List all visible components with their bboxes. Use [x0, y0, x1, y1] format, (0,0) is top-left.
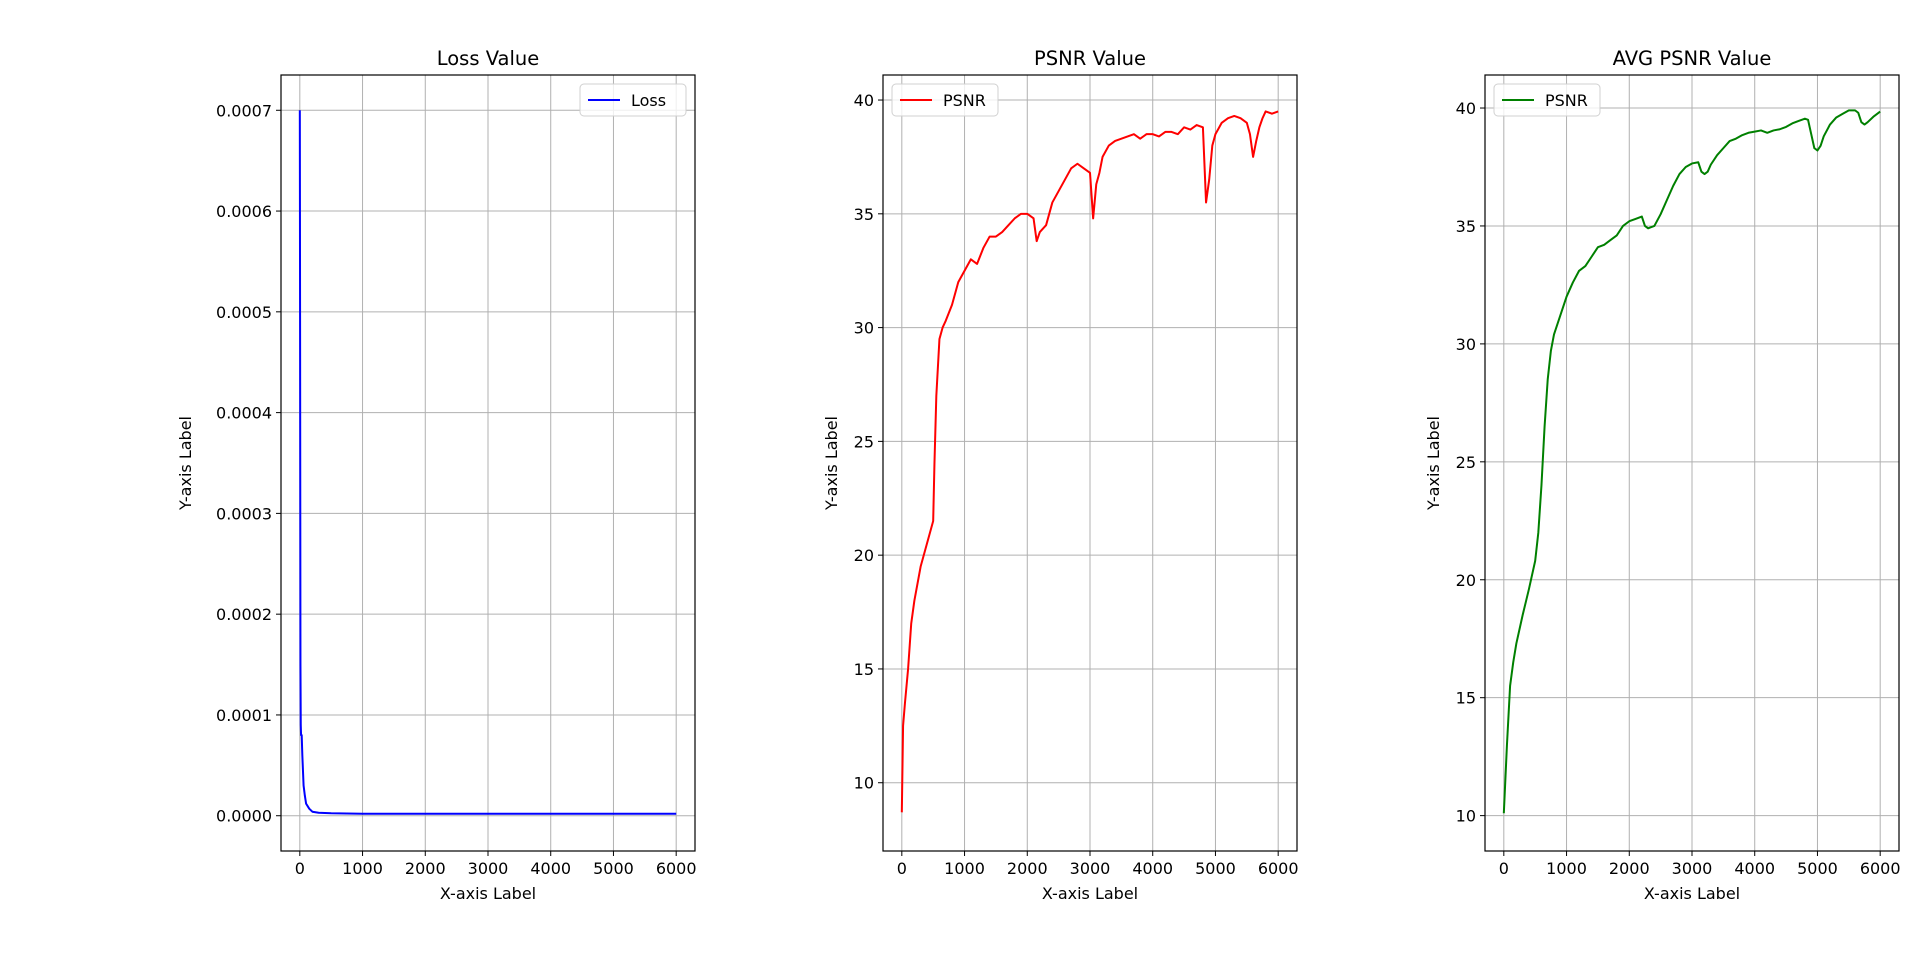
y-axis-label: Y-axis Label	[822, 416, 841, 511]
legend-label: PSNR	[943, 91, 986, 110]
y-tick-label: 25	[854, 432, 874, 451]
legend-box	[579, 83, 687, 117]
legend-label: PSNR	[1545, 91, 1588, 110]
series-line-loss	[298, 110, 677, 815]
y-tick-label: 0.0006	[216, 202, 272, 221]
x-tick-label: 0	[897, 859, 907, 878]
x-tick-label: 1000	[944, 859, 985, 878]
x-tick-label: 3000	[1672, 859, 1713, 878]
x-tick-label: 5000	[1195, 859, 1236, 878]
x-axis-label: X-axis Label	[1042, 884, 1138, 903]
chart-panel-3: 0 1000 2000 3000 4000 5000 6000 10 15 20 25 30 35 40 A…	[1424, 47, 1901, 903]
x-tick-label: 6000	[656, 859, 697, 878]
chart-title: AVG PSNR Value	[1613, 47, 1772, 70]
x-axis-label: X-axis Label	[1644, 884, 1740, 903]
x-tick-label: 6000	[1258, 859, 1299, 878]
y-tick-label: 20	[854, 546, 874, 565]
y-tick-label: 40	[854, 91, 874, 110]
x-tick-label: 4000	[1132, 859, 1173, 878]
y-tick-label: 30	[1456, 335, 1476, 354]
chart-panel-1: 0 1000 2000 3000 4000 5000 6000 0.0000 0.0001 0.0…	[176, 47, 697, 903]
y-tick-label: 20	[1456, 571, 1476, 590]
x-tick-label: 5000	[1797, 859, 1838, 878]
y-tick-label: 0.0002	[216, 605, 272, 624]
y-tick-label: 0.0003	[216, 504, 272, 523]
y-tick-label: 40	[1456, 99, 1476, 118]
legend-label: Loss	[631, 91, 666, 110]
legend: Loss	[579, 83, 687, 117]
y-tick-label: 35	[854, 205, 874, 224]
y-tick-label: 10	[1456, 807, 1476, 826]
y-tick-label: 0.0001	[216, 706, 272, 725]
x-tick-label: 1000	[1546, 859, 1587, 878]
y-tick-label: 0.0000	[216, 807, 272, 826]
y-tick-label: 15	[1456, 689, 1476, 708]
x-tick-label: 5000	[593, 859, 634, 878]
y-axis-label: Y-axis Label	[176, 416, 195, 511]
x-tick-label: 4000	[1734, 859, 1775, 878]
legend-box	[891, 83, 999, 117]
legend: PSNR	[891, 83, 999, 117]
y-axis-label: Y-axis Label	[1424, 416, 1443, 511]
legend: PSNR	[1493, 83, 1601, 117]
chart-title: PSNR Value	[1034, 47, 1146, 70]
x-tick-label: 0	[295, 859, 305, 878]
series-line-psnr	[1502, 109, 1881, 814]
x-tick-label: 3000	[1070, 859, 1111, 878]
y-tick-label: 25	[1456, 453, 1476, 472]
x-tick-label: 2000	[405, 859, 446, 878]
y-tick-label: 15	[854, 660, 874, 679]
x-tick-label: 0	[1499, 859, 1509, 878]
y-tick-label: 0.0007	[216, 101, 272, 120]
x-tick-label: 6000	[1860, 859, 1901, 878]
x-tick-label: 4000	[530, 859, 571, 878]
y-tick-label: 0.0005	[216, 303, 272, 322]
y-tick-label: 35	[1456, 217, 1476, 236]
y-tick-label: 30	[854, 319, 874, 338]
x-axis-label: X-axis Label	[440, 884, 536, 903]
x-tick-label: 2000	[1007, 859, 1048, 878]
chart-title: Loss Value	[437, 47, 540, 70]
x-tick-label: 1000	[342, 859, 383, 878]
series-line-psnr	[900, 110, 1279, 813]
chart-panel-2: 0 1000 2000 3000 4000 5000 6000 10 15 20 25 30 35 40 P…	[822, 47, 1299, 903]
x-tick-label: 2000	[1609, 859, 1650, 878]
y-tick-label: 0.0004	[216, 404, 272, 423]
legend-box	[1493, 83, 1601, 117]
x-tick-label: 3000	[468, 859, 509, 878]
y-tick-label: 10	[854, 774, 874, 793]
